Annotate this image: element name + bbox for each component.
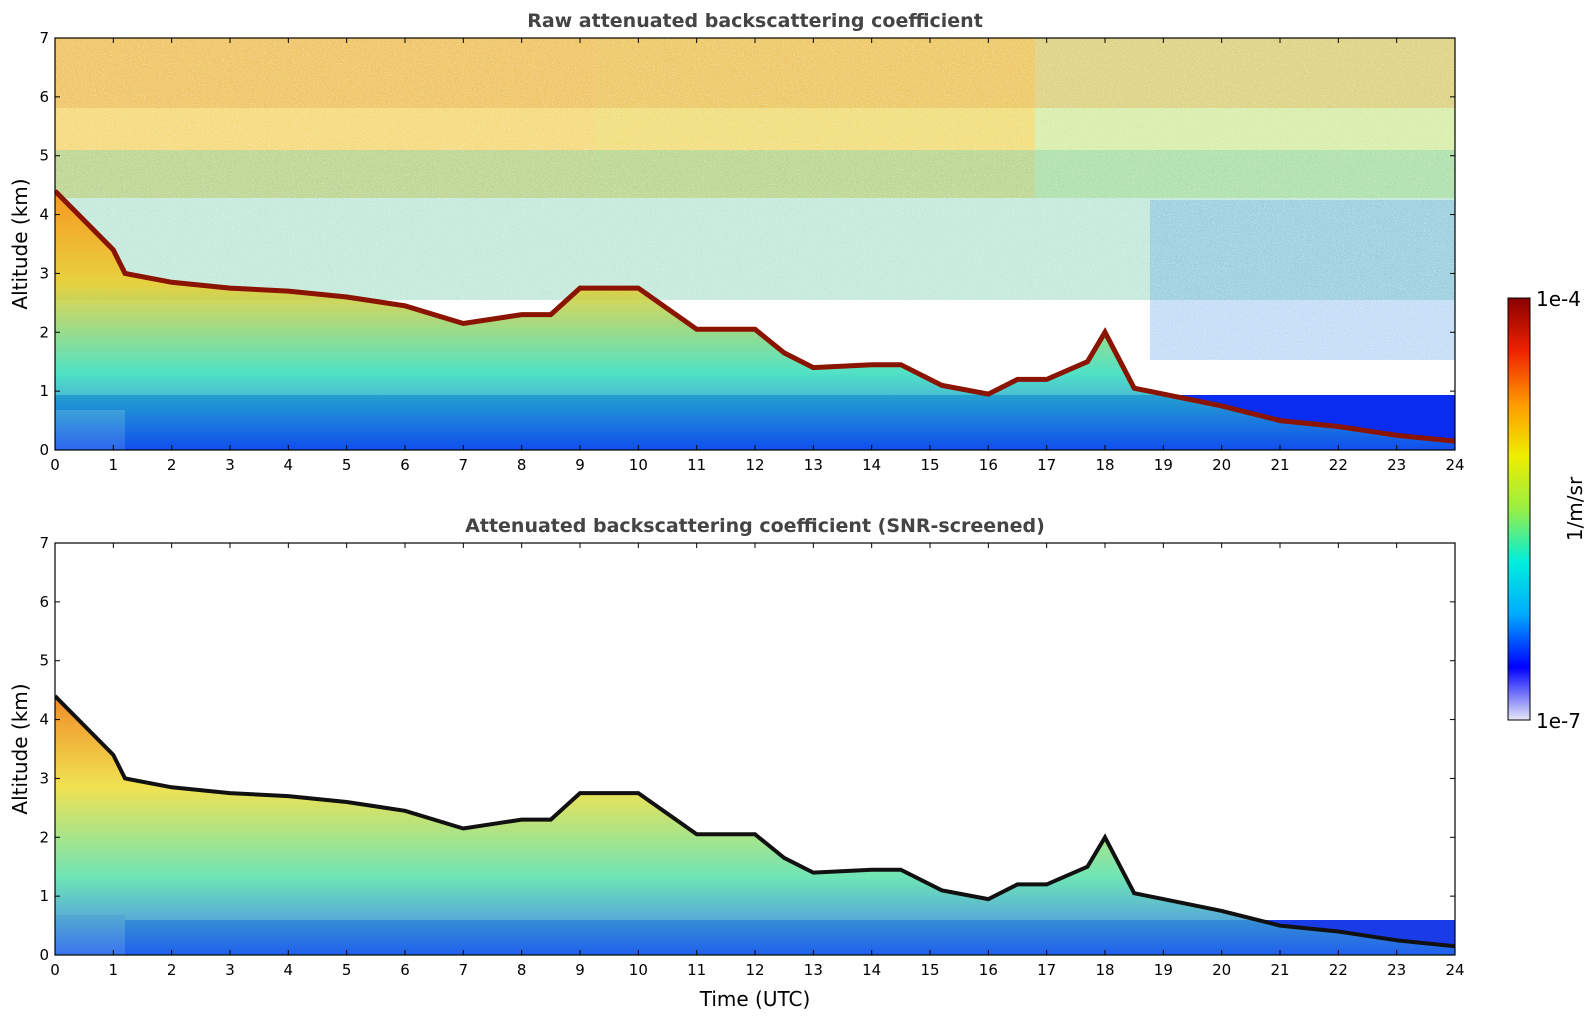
x-tick-label: 0 xyxy=(50,456,60,474)
x-tick-label: 19 xyxy=(1154,456,1173,474)
y-tick-label: 1 xyxy=(39,887,49,905)
x-tick-label: 8 xyxy=(517,961,527,979)
x-tick-label: 3 xyxy=(225,456,235,474)
colorbar: 1e-4 1e-7 1/m/sr xyxy=(1507,287,1587,733)
x-tick-label: 21 xyxy=(1270,456,1289,474)
x-tick-label: 23 xyxy=(1387,456,1406,474)
panel1-x-axis: 0 1 2 3 4 5 6 7 8 9 10 11 12 13 14 15 16 17 18 19 20 21 22 23 24 xyxy=(50,38,1465,474)
y-tick-label: 7 xyxy=(39,534,49,552)
x-tick-label: 13 xyxy=(804,456,823,474)
x-tick-label: 13 xyxy=(804,961,823,979)
panel2-subcloud-fill xyxy=(55,696,1455,955)
panel1-y-label: Altitude (km) xyxy=(8,178,32,309)
x-tick-label: 7 xyxy=(459,961,469,979)
x-tick-label: 1 xyxy=(109,456,119,474)
panel2-x-label: Time (UTC) xyxy=(699,987,811,1011)
panel-raw: Raw attenuated backscattering coefficien… xyxy=(8,10,1465,474)
y-tick-label: 5 xyxy=(39,652,49,670)
x-tick-label: 16 xyxy=(979,961,998,979)
x-tick-label: 11 xyxy=(687,456,706,474)
x-tick-label: 0 xyxy=(50,961,60,979)
x-tick-label: 5 xyxy=(342,456,352,474)
x-tick-label: 9 xyxy=(575,961,585,979)
y-tick-label: 3 xyxy=(39,769,49,787)
x-tick-label: 14 xyxy=(862,961,881,979)
panel1-y-axis: 0 1 2 3 4 5 6 7 xyxy=(39,29,1455,459)
x-tick-label: 18 xyxy=(1095,961,1114,979)
y-tick-label: 6 xyxy=(39,88,49,106)
x-tick-label: 22 xyxy=(1329,961,1348,979)
y-tick-label: 7 xyxy=(39,29,49,47)
x-tick-label: 6 xyxy=(400,456,410,474)
x-tick-label: 3 xyxy=(225,961,235,979)
colorbar-unit-label: 1/m/sr xyxy=(1563,476,1587,541)
x-tick-label: 7 xyxy=(459,456,469,474)
x-tick-label: 18 xyxy=(1095,456,1114,474)
panel2-heatmap xyxy=(55,543,1455,955)
panel-snr: Attenuated backscattering coefficient (S… xyxy=(8,515,1465,1011)
x-tick-label: 8 xyxy=(517,456,527,474)
x-tick-label: 16 xyxy=(979,456,998,474)
panel2-title: Attenuated backscattering coefficient (S… xyxy=(465,515,1045,537)
panel2-x-axis: 0 1 2 3 4 5 6 7 8 9 10 11 12 13 14 15 16 17 18 19 20 21 22 23 24 xyxy=(50,543,1465,979)
y-tick-label: 4 xyxy=(39,206,49,224)
panel2-y-axis: 0 1 2 3 4 5 6 7 xyxy=(39,534,1455,964)
x-tick-label: 12 xyxy=(745,456,764,474)
x-tick-label: 9 xyxy=(575,456,585,474)
x-tick-label: 17 xyxy=(1037,456,1056,474)
colorbar-max-label: 1e-4 xyxy=(1536,287,1581,311)
x-tick-label: 10 xyxy=(629,961,648,979)
x-tick-label: 15 xyxy=(920,961,939,979)
y-tick-label: 0 xyxy=(39,441,49,459)
x-tick-label: 4 xyxy=(284,456,294,474)
x-tick-label: 11 xyxy=(687,961,706,979)
x-tick-label: 15 xyxy=(920,456,939,474)
x-tick-label: 24 xyxy=(1445,961,1464,979)
x-tick-label: 10 xyxy=(629,456,648,474)
y-tick-label: 2 xyxy=(39,323,49,341)
y-tick-label: 1 xyxy=(39,382,49,400)
panel1-heatmap xyxy=(55,38,1455,450)
x-tick-label: 1 xyxy=(109,961,119,979)
x-tick-label: 14 xyxy=(862,456,881,474)
x-tick-label: 21 xyxy=(1270,961,1289,979)
y-tick-label: 6 xyxy=(39,593,49,611)
colorbar-min-label: 1e-7 xyxy=(1536,709,1581,733)
y-tick-label: 0 xyxy=(39,946,49,964)
panel2-cloud-base-line xyxy=(55,694,1455,949)
panel2-y-label: Altitude (km) xyxy=(8,683,32,814)
panel1-cloud-base-line xyxy=(55,189,1455,444)
x-tick-label: 20 xyxy=(1212,961,1231,979)
x-tick-label: 23 xyxy=(1387,961,1406,979)
x-tick-label: 5 xyxy=(342,961,352,979)
x-tick-label: 19 xyxy=(1154,961,1173,979)
x-tick-label: 2 xyxy=(167,961,177,979)
x-tick-label: 22 xyxy=(1329,456,1348,474)
y-tick-label: 4 xyxy=(39,711,49,729)
y-tick-label: 3 xyxy=(39,264,49,282)
x-tick-label: 20 xyxy=(1212,456,1231,474)
x-tick-label: 24 xyxy=(1445,456,1464,474)
y-tick-label: 2 xyxy=(39,828,49,846)
panel1-subcloud-fill xyxy=(55,191,1455,450)
x-tick-label: 6 xyxy=(400,961,410,979)
x-tick-label: 12 xyxy=(745,961,764,979)
colorbar-scale xyxy=(1507,297,1531,721)
x-tick-label: 2 xyxy=(167,456,177,474)
x-tick-label: 17 xyxy=(1037,961,1056,979)
y-tick-label: 5 xyxy=(39,147,49,165)
panel1-title: Raw attenuated backscattering coefficien… xyxy=(527,10,983,32)
x-tick-label: 4 xyxy=(284,961,294,979)
